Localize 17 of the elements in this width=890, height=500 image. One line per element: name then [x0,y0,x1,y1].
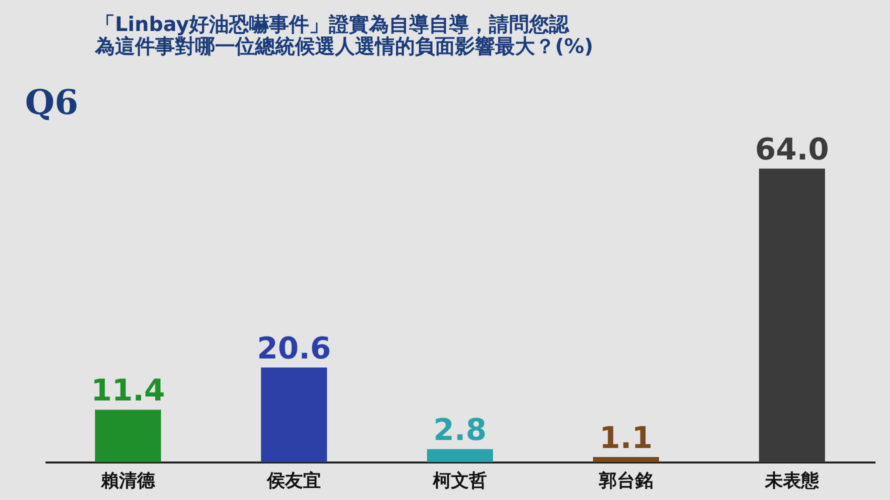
text: Q6 [25,83,78,123]
data-label: 11.4 [90,374,166,409]
bar [95,410,161,462]
x-tick-label: 未表態 [764,470,820,492]
x-tick-label: 侯友宜 [266,470,321,492]
data-label: 64.0 [754,132,830,168]
bar [759,168,825,462]
x-tick-label: 賴清德 [100,470,156,492]
data-label: 2.8 [433,413,487,448]
bar [593,456,659,462]
chart-title: 「Linbay好油恐嚇事件」證實為自導自導，請問您認為這件事對哪一位總統候選人選情的負面影響最大？(%) [94,12,594,58]
data-label: 20.6 [256,332,332,367]
data-label: 1.1 [599,420,653,456]
bar [427,449,493,462]
x-tick-label: 郭台銘 [598,470,653,492]
x-tick-label: 柯文哲 [432,470,487,492]
bar [261,368,327,462]
